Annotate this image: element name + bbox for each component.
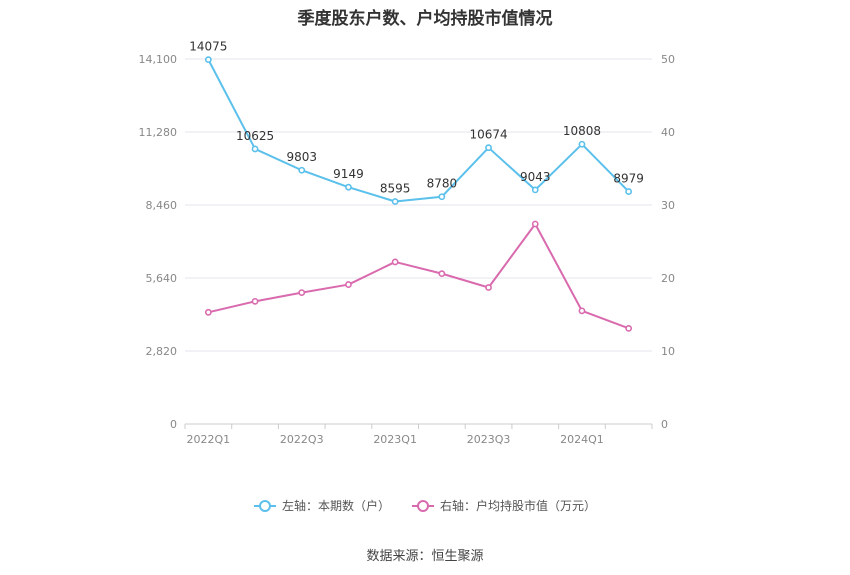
axis-layer: 0 2,820 5,640 8,460 11,280 14,100 0 10 20 30 40 50 2…: [139, 53, 676, 446]
legend-swatch-icon: [253, 499, 276, 512]
data-label: 9803: [286, 150, 317, 164]
data-point: [345, 281, 352, 288]
right-tick-label: 20: [661, 272, 675, 285]
data-label: 10625: [236, 129, 274, 143]
data-point: [298, 166, 306, 174]
left-tick-label: 14,100: [139, 53, 178, 66]
data-point: [578, 307, 586, 315]
x-tick-label: 2024Q1: [560, 433, 604, 446]
series-line-0: [207, 59, 630, 203]
x-tick-label: 2022Q1: [187, 433, 231, 446]
legend: 左轴：本期数（户） 右轴：户均持股市值（万元）: [0, 497, 850, 514]
right-tick-label: 30: [661, 199, 675, 212]
data-point: [204, 308, 212, 316]
data-point: [625, 188, 633, 195]
data-label: 9043: [520, 170, 551, 184]
label-layer: 14075 10625 9803 9149 8595 8780 10674 9043 10808…: [189, 40, 644, 196]
x-tick-label: 2023Q1: [373, 433, 417, 446]
x-tick-label: 2023Q3: [467, 433, 511, 446]
legend-item-left-series[interactable]: 左轴：本期数（户）: [253, 497, 390, 514]
data-point: [625, 324, 633, 332]
legend-label: 左轴：本期数（户）: [281, 499, 390, 513]
data-point: [438, 270, 446, 278]
right-tick-label: 40: [661, 126, 675, 139]
source-note: 数据来源：恒生聚源: [366, 549, 484, 564]
data-point: [298, 289, 306, 296]
legend-label: 右轴：户均持股市值（万元）: [440, 499, 597, 513]
legend-item-right-series[interactable]: 右轴：户均持股市值（万元）: [412, 497, 596, 514]
left-tick-label: 5,640: [146, 272, 178, 285]
right-tick-label: 10: [661, 345, 675, 358]
data-point: [204, 56, 212, 64]
legend-swatch-icon: [412, 499, 434, 512]
left-tick-label: 0: [170, 418, 177, 431]
data-point: [485, 144, 492, 152]
data-point: [251, 145, 259, 153]
data-label: 14075: [189, 40, 227, 54]
left-tick-label: 8,460: [146, 199, 178, 212]
data-point: [485, 284, 492, 291]
left-tick-label: 2,820: [146, 345, 178, 358]
right-tick-label: 0: [661, 418, 668, 431]
data-point: [438, 193, 446, 201]
right-tick-label: 50: [661, 53, 675, 66]
chart-title: 季度股东户数、户均持股市值情况: [297, 9, 553, 29]
data-label: 9149: [333, 167, 364, 181]
data-label: 8979: [613, 172, 644, 186]
data-point: [531, 220, 539, 228]
left-tick-label: 11,280: [139, 126, 178, 139]
data-label: 10808: [563, 124, 601, 138]
data-point: [251, 297, 259, 305]
series-layer: [204, 56, 633, 332]
data-point: [531, 186, 539, 194]
x-tick-label: 2022Q3: [280, 433, 324, 446]
grid-layer: [185, 58, 652, 352]
data-label: 8595: [380, 182, 411, 196]
data-point: [391, 258, 399, 266]
series-line-1: [208, 222, 630, 330]
data-label: 8780: [427, 177, 458, 191]
data-point: [345, 183, 352, 191]
data-point: [578, 140, 586, 148]
data-point: [391, 198, 399, 205]
data-label: 10674: [469, 128, 507, 142]
